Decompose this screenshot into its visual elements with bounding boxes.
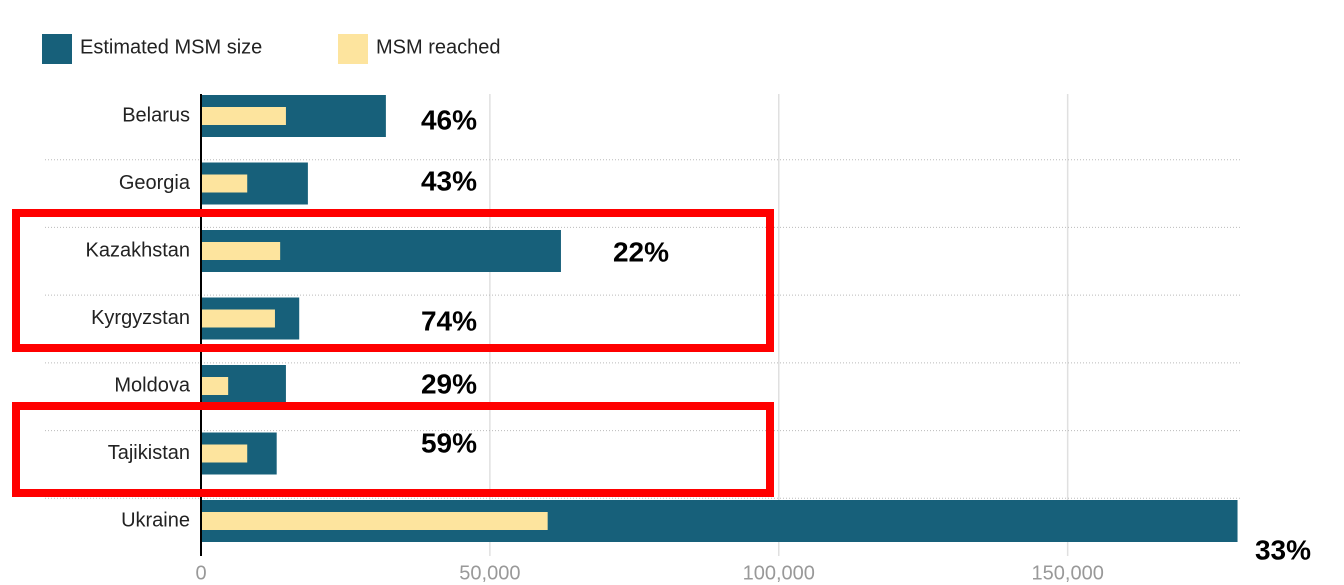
annotation: 74% bbox=[421, 305, 477, 336]
bar bbox=[201, 174, 248, 193]
highlight-box bbox=[12, 209, 774, 352]
grid bbox=[45, 94, 1240, 556]
bar bbox=[201, 242, 281, 260]
labels: Estimated MSM size MSM reached 0 50,000 100,… bbox=[42, 34, 1311, 584]
legend-label: MSM reached bbox=[376, 36, 501, 58]
bar bbox=[201, 512, 548, 530]
annotation: 46% bbox=[421, 104, 477, 135]
highlight-box bbox=[12, 402, 774, 497]
y-tick-label: Kazakhstan bbox=[85, 239, 190, 261]
annotation: 33% bbox=[1255, 534, 1311, 565]
x-tick-label: 0 bbox=[195, 562, 206, 584]
annotation: 43% bbox=[421, 165, 477, 196]
annotation: 29% bbox=[421, 368, 477, 399]
y-tick-label: Georgia bbox=[119, 172, 191, 194]
legend-swatch bbox=[338, 34, 368, 64]
annotation: 22% bbox=[613, 236, 669, 267]
y-tick-label: Ukraine bbox=[121, 509, 190, 531]
y-tick-label: Kyrgyzstan bbox=[91, 307, 190, 329]
bar bbox=[201, 107, 286, 125]
x-tick-label: 50,000 bbox=[459, 562, 520, 584]
bar bbox=[201, 309, 275, 328]
bar bbox=[201, 377, 229, 395]
legend-swatch bbox=[42, 34, 72, 64]
x-tick-label: 100,000 bbox=[743, 562, 815, 584]
y-tick-label: Belarus bbox=[122, 104, 190, 126]
annotation: 59% bbox=[421, 427, 477, 458]
y-tick-label: Moldova bbox=[114, 374, 190, 396]
y-tick-label: Tajikistan bbox=[108, 442, 190, 464]
bar bbox=[201, 444, 248, 463]
x-tick-label: 150,000 bbox=[1032, 562, 1104, 584]
legend-label: Estimated MSM size bbox=[80, 36, 262, 58]
bars bbox=[200, 94, 1238, 556]
